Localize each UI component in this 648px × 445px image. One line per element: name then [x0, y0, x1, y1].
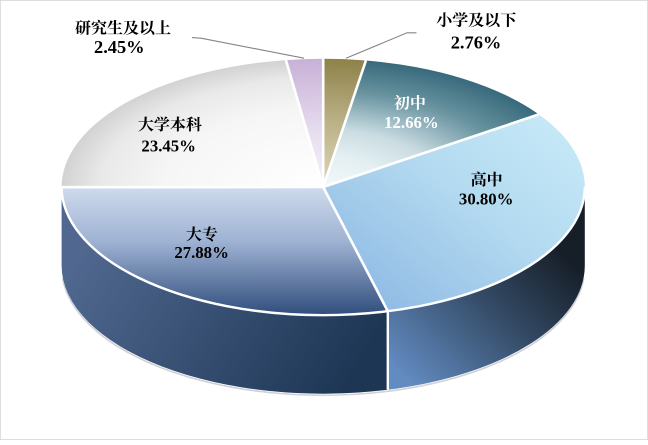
svg-text:2.45%: 2.45%	[94, 37, 145, 57]
svg-text:12.66%: 12.66%	[384, 113, 439, 132]
svg-text:30.80%: 30.80%	[459, 190, 514, 209]
svg-text:2.76%: 2.76%	[451, 32, 502, 52]
svg-text:23.45%: 23.45%	[141, 136, 196, 155]
svg-text:27.88%: 27.88%	[174, 243, 229, 262]
